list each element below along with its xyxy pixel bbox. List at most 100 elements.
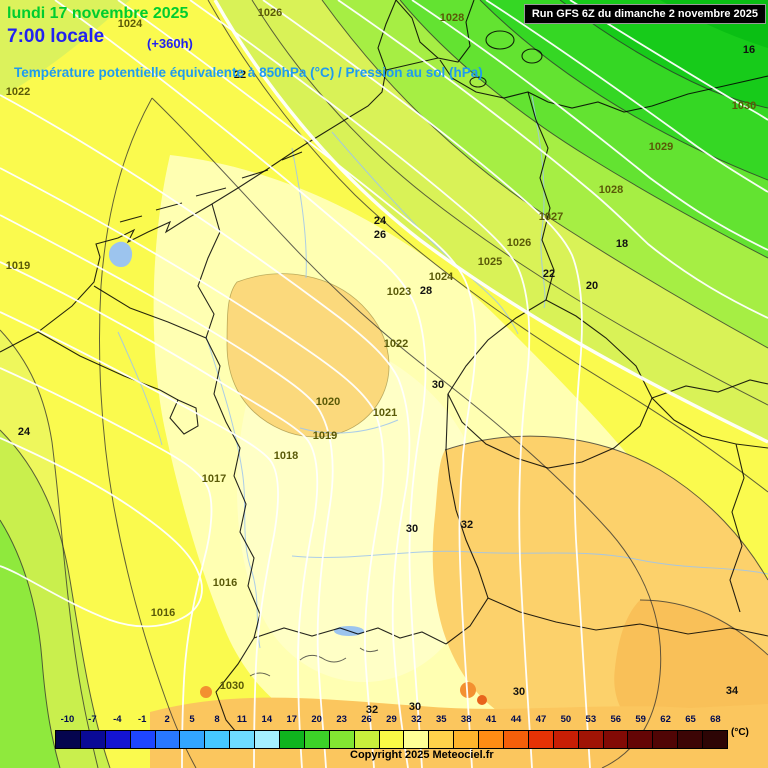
colorbar-cell xyxy=(280,731,305,748)
pressure-label: 1020 xyxy=(315,396,341,408)
colorbar-tick: 41 xyxy=(485,714,497,725)
colorbar-cell xyxy=(379,731,405,748)
temperature-label: 28 xyxy=(419,285,433,297)
colorbar-tick: 47 xyxy=(535,714,547,725)
colorbar-tick: 5 xyxy=(189,714,195,725)
temperature-label: 30 xyxy=(512,686,526,698)
colorbar-cell xyxy=(230,731,256,748)
colorbar-tick: 29 xyxy=(386,714,397,725)
colorbar-cell xyxy=(56,731,81,748)
colorbar-tick: 44 xyxy=(510,714,522,725)
colorbar-cell xyxy=(180,731,206,748)
pressure-label: 1016 xyxy=(150,607,176,619)
colorbar-tick: 23 xyxy=(336,714,347,725)
pressure-label: 1030 xyxy=(731,100,757,112)
model-run-info: Run GFS 6Z du dimanche 2 novembre 2025 xyxy=(523,4,766,24)
temperature-label: 32 xyxy=(460,519,474,531)
map-title: Température potentielle équivalente à 85… xyxy=(14,65,483,80)
pressure-label: 1016 xyxy=(212,577,238,589)
colorbar-cell xyxy=(653,731,679,748)
colorbar-tick: 53 xyxy=(585,714,597,725)
colorbar-tick: 65 xyxy=(685,714,696,725)
temperature-label: 32 xyxy=(365,704,379,716)
colorbar-cell xyxy=(354,731,380,748)
colorbar-cell xyxy=(429,731,455,748)
colorbar-unit-label: (°C) xyxy=(731,727,749,738)
colorbar-cell xyxy=(130,731,156,748)
colorbar-cell xyxy=(454,731,480,748)
colorbar-cell xyxy=(578,731,604,748)
date-label: lundi 17 novembre 2025 xyxy=(7,5,189,22)
colorbar-cell xyxy=(528,731,554,748)
pressure-label: 1030 xyxy=(219,680,245,692)
colorbar-cell xyxy=(603,731,629,748)
temperature-label: 24 xyxy=(373,215,387,227)
colorbar-cell xyxy=(155,731,181,748)
pressure-label: 1019 xyxy=(312,430,338,442)
pressure-label: 1025 xyxy=(477,256,503,268)
temperature-label: 26 xyxy=(373,229,387,241)
pressure-label: 1021 xyxy=(372,407,398,419)
colorbar-tick: -4 xyxy=(113,714,122,725)
pressure-label: 1026 xyxy=(506,237,532,249)
temperature-label: 24 xyxy=(17,426,31,438)
colorbar-tick: 14 xyxy=(261,714,273,725)
colorbar-cell xyxy=(80,731,106,748)
colorbar-cell xyxy=(205,731,231,748)
colorbar-cell xyxy=(105,731,131,748)
pressure-label: 1017 xyxy=(201,473,227,485)
colorbar-tick: 68 xyxy=(710,714,721,725)
colorbar-cell xyxy=(678,731,704,748)
pressure-label: 1024 xyxy=(117,18,143,30)
pressure-label: 1027 xyxy=(538,211,564,223)
pressure-label: 1026 xyxy=(257,7,283,19)
colorbar-cell xyxy=(404,731,430,748)
colorbar-cell xyxy=(628,731,654,748)
pressure-label: 1018 xyxy=(273,450,299,462)
pressure-label: 1023 xyxy=(386,286,412,298)
colorbar-tick: 50 xyxy=(560,714,572,725)
front-line xyxy=(213,0,768,444)
pressure-label: 1022 xyxy=(383,338,409,350)
copyright-label: Copyright 2025 Meteociel.fr xyxy=(350,749,494,761)
pressure-label: 1028 xyxy=(439,12,465,24)
colorbar-tick: 38 xyxy=(460,714,472,725)
pressure-label: 1028 xyxy=(598,184,624,196)
pressure-label: 1029 xyxy=(648,141,674,153)
temperature-label: 18 xyxy=(615,238,629,250)
temperature-label: 22 xyxy=(542,268,556,280)
temperature-label: 22 xyxy=(233,69,247,81)
temperature-label: 30 xyxy=(431,379,445,391)
pressure-label: 1024 xyxy=(428,271,454,283)
pressure-label: 1022 xyxy=(5,86,31,98)
local-time-label: 7:00 locale xyxy=(7,26,105,47)
colorbar-tick: 17 xyxy=(286,714,298,725)
colorbar-tick: 32 xyxy=(411,714,422,725)
colorbar-tick: 11 xyxy=(236,714,247,725)
colorbar-cell xyxy=(255,731,281,748)
colorbar-cell xyxy=(329,731,355,748)
temperature-label: 30 xyxy=(405,523,419,535)
colorbar-tick: 56 xyxy=(610,714,622,725)
colorbar-tick: -7 xyxy=(88,714,97,725)
temperature-label: 30 xyxy=(408,701,422,713)
temperature-label: 20 xyxy=(585,280,599,292)
colorbar-cell xyxy=(304,731,330,748)
colorbar-cell xyxy=(703,731,728,748)
colorbar-cell xyxy=(504,731,529,748)
colorbar-cell xyxy=(479,731,505,748)
pressure-label: 1019 xyxy=(5,260,31,272)
colorbar-tick: 20 xyxy=(311,714,322,725)
colorbar-tick-labels: -10 -7 -4 -1 2 5 8 11 14 17 20 23 26 29 32 35 38 41 44 47 50… xyxy=(55,714,728,725)
temperature-label: 16 xyxy=(742,44,756,56)
colorbar-tick: -1 xyxy=(138,714,147,725)
colorbar-tick: 26 xyxy=(361,714,372,725)
colorbar-tick: -10 xyxy=(60,714,75,725)
colorbar-tick: 59 xyxy=(635,714,646,725)
forecast-offset-label: (+360h) xyxy=(147,36,193,51)
colorbar-tick: 2 xyxy=(164,714,170,725)
